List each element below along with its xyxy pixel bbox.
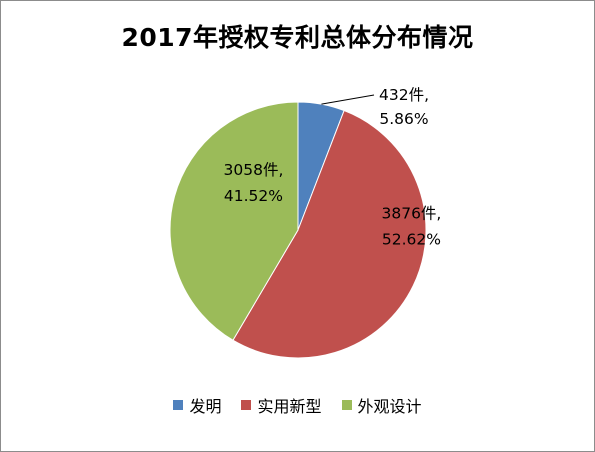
legend-label-fa-ming: 发明	[189, 397, 222, 416]
leader-line-fa-ming	[321, 94, 375, 105]
data-label-wai-guan-she-ji: 3058件, 41.52%	[224, 161, 284, 205]
legend-swatch-wai-guan-she-ji	[341, 400, 352, 410]
legend-swatch-shi-yong-xin-xing	[241, 400, 252, 410]
data-label-wai-guan-she-ji-value: 3058件,	[224, 161, 284, 179]
data-label-fa-ming-percent: 5.86%	[379, 110, 428, 128]
pie-slice-wai-guan-she-ji	[169, 101, 299, 341]
data-label-shi-yong-xin-xing-percent: 52.62%	[382, 231, 441, 249]
legend-swatch-fa-ming	[173, 400, 184, 410]
chart-title: 2017年授权专利总体分布情况	[121, 23, 474, 52]
legend-item-wai-guan-she-ji: 外观设计	[341, 393, 422, 417]
legend-item-shi-yong-xin-xing: 实用新型	[241, 393, 322, 417]
data-label-wai-guan-she-ji-percent: 41.52%	[224, 187, 283, 205]
data-label-shi-yong-xin-xing-value: 3876件,	[381, 205, 441, 223]
legend-label-shi-yong-xin-xing: 实用新型	[257, 397, 322, 416]
data-label-fa-ming: 432件, 5.86%	[379, 86, 429, 128]
data-label-shi-yong-xin-xing: 3876件, 52.62%	[381, 205, 441, 249]
pie-slice-shi-yong-xin-xing	[232, 109, 427, 359]
legend: 发明 实用新型 外观设计	[0, 393, 595, 417]
data-label-fa-ming-value: 432件,	[379, 86, 429, 104]
pie-slices	[169, 101, 427, 359]
legend-label-wai-guan-she-ji: 外观设计	[357, 397, 422, 416]
legend-item-fa-ming: 发明	[173, 393, 221, 417]
